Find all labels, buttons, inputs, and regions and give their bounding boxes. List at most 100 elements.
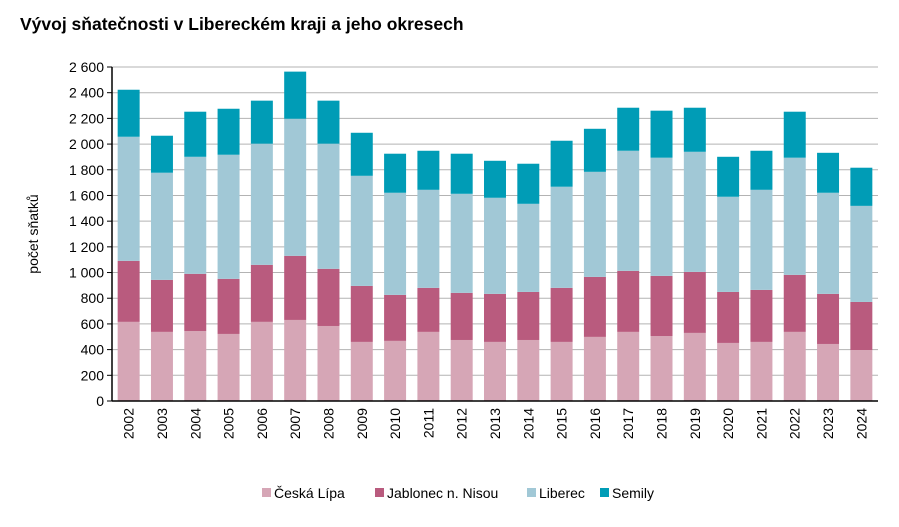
bar-semily-2018: [650, 110, 673, 158]
y-tick-label: 800: [81, 290, 105, 306]
bar-semily-2013: [484, 160, 506, 198]
bar-semily-2003: [150, 135, 173, 173]
bar-semily-2012: [450, 153, 473, 194]
bar-liberec-2014: [517, 203, 540, 292]
bar-jablonec-n-nisou-2011: [417, 287, 440, 332]
bar-liberec-2024: [850, 205, 873, 302]
bar--esk-l-pa-2012: [450, 339, 473, 401]
bar--esk-l-pa-2018: [650, 335, 673, 401]
x-tick-label: 2010: [387, 408, 403, 439]
y-tick-label: 1 600: [69, 187, 104, 203]
bar-liberec-2012: [450, 193, 473, 293]
x-tick-label: 2014: [520, 408, 536, 439]
bar-jablonec-n-nisou-2016: [583, 276, 606, 337]
bar-semily-2016: [583, 128, 606, 172]
bar--esk-l-pa-2005: [217, 333, 240, 401]
bar-jablonec-n-nisou-2008: [317, 268, 340, 326]
bar-semily-2020: [717, 156, 740, 197]
bar-semily-2017: [617, 107, 640, 151]
x-tick-label: 2002: [121, 408, 137, 439]
bar-semily-2010: [384, 153, 407, 193]
bar-semily-2011: [417, 150, 440, 190]
bar--esk-l-pa-2003: [150, 331, 173, 401]
bar-semily-2024: [850, 167, 873, 206]
bar--esk-l-pa-2008: [317, 325, 340, 401]
bar-jablonec-n-nisou-2002: [117, 260, 140, 322]
x-tick-label: 2017: [620, 408, 636, 439]
bar-jablonec-n-nisou-2017: [617, 270, 640, 332]
y-tick-label: 1 800: [69, 162, 104, 178]
bar-liberec-2023: [817, 192, 840, 294]
bar--esk-l-pa-2015: [550, 341, 573, 401]
bar-jablonec-n-nisou-2012: [450, 292, 473, 340]
bar--esk-l-pa-2023: [817, 343, 840, 401]
y-tick-label: 2 600: [69, 59, 104, 75]
bar-liberec-2008: [317, 143, 340, 269]
x-tick-label: 2021: [753, 408, 769, 439]
legend-label: Semily: [612, 485, 654, 501]
bar-jablonec-n-nisou-2005: [217, 278, 240, 334]
x-tick-label: 2012: [454, 408, 470, 439]
bar-liberec-2019: [683, 151, 706, 272]
x-tick-label: 2007: [287, 408, 303, 439]
x-tick-label: 2009: [354, 408, 370, 439]
bar-semily-2009: [350, 132, 373, 176]
bar-semily-2019: [683, 107, 706, 152]
bar-jablonec-n-nisou-2003: [150, 279, 173, 332]
legend-label: Liberec: [539, 485, 585, 501]
legend-swatch: [600, 488, 609, 497]
y-axis-label: počet sňatků: [25, 194, 41, 273]
bar--esk-l-pa-2017: [617, 331, 640, 401]
bar-semily-2004: [184, 111, 207, 157]
y-tick-label: 0: [96, 393, 104, 409]
bar-liberec-2016: [583, 171, 606, 277]
bar-semily-2022: [783, 111, 806, 158]
bar-jablonec-n-nisou-2009: [350, 285, 373, 342]
bar-semily-2014: [517, 163, 540, 204]
bar--esk-l-pa-2016: [583, 336, 606, 401]
bar-liberec-2006: [250, 143, 273, 265]
bar--esk-l-pa-2004: [184, 330, 207, 401]
x-tick-label: 2006: [254, 408, 270, 439]
bar-jablonec-n-nisou-2007: [284, 255, 307, 320]
bar--esk-l-pa-2022: [783, 331, 806, 401]
bar-liberec-2021: [750, 189, 773, 290]
y-tick-label: 1 000: [69, 265, 104, 281]
bar--esk-l-pa-2021: [750, 341, 773, 401]
x-tick-label: 2005: [221, 408, 237, 439]
bar-jablonec-n-nisou-2020: [717, 291, 740, 343]
bar-liberec-2009: [350, 175, 373, 286]
bar-jablonec-n-nisou-2015: [550, 287, 573, 342]
x-tick-label: 2013: [487, 408, 503, 439]
bar-jablonec-n-nisou-2010: [384, 294, 407, 341]
bar--esk-l-pa-2009: [350, 341, 373, 401]
bar-jablonec-n-nisou-2022: [783, 274, 806, 332]
bar-jablonec-n-nisou-2019: [683, 271, 706, 333]
bar-liberec-2015: [550, 186, 573, 288]
x-tick-label: 2011: [420, 408, 436, 438]
bar--esk-l-pa-2007: [284, 319, 307, 401]
bar-semily-2007: [284, 71, 307, 119]
bar-liberec-2003: [150, 172, 173, 280]
chart-title: Vývoj sňatečnosti v Libereckém kraji a j…: [20, 14, 464, 34]
bar-jablonec-n-nisou-2014: [517, 291, 540, 340]
bar-liberec-2017: [617, 150, 640, 271]
x-tick-label: 2008: [320, 408, 336, 439]
bar-semily-2006: [250, 100, 273, 144]
legend-label: Jablonec n. Nisou: [387, 485, 498, 501]
bar--esk-l-pa-2011: [417, 331, 440, 401]
bar--esk-l-pa-2019: [683, 332, 706, 401]
y-tick-label: 600: [81, 316, 105, 332]
bar-jablonec-n-nisou-2024: [850, 301, 873, 351]
bar--esk-l-pa-2024: [850, 350, 873, 401]
x-tick-label: 2015: [554, 408, 570, 439]
bar--esk-l-pa-2013: [484, 341, 506, 401]
bar-liberec-2007: [284, 118, 307, 256]
y-tick-label: 2 000: [69, 136, 104, 152]
bar-jablonec-n-nisou-2023: [817, 293, 840, 344]
x-tick-label: 2019: [687, 408, 703, 439]
x-tick-label: 2020: [720, 408, 736, 439]
y-tick-label: 2 200: [69, 110, 104, 126]
bar--esk-l-pa-2020: [717, 342, 740, 401]
legend-label: Česká Lípa: [274, 485, 345, 501]
